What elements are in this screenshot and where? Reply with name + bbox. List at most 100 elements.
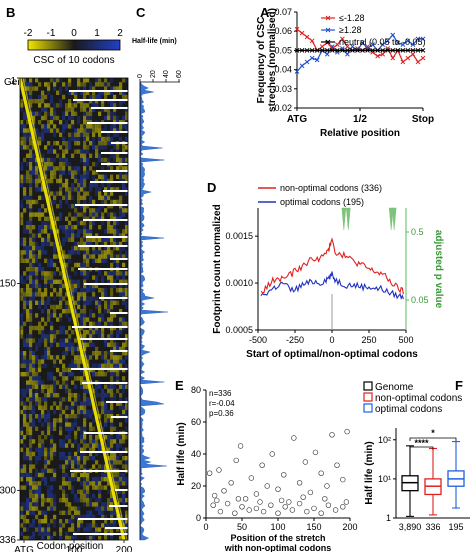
heatmap-cell xyxy=(53,443,57,448)
heatmap-cell xyxy=(29,376,33,381)
heatmap-cell xyxy=(89,225,93,230)
heatmap-cell xyxy=(50,489,54,494)
heatmap-cell xyxy=(89,321,93,326)
heatmap-cell xyxy=(110,351,114,356)
heatmap-cell xyxy=(86,111,90,116)
heatmap-cell xyxy=(23,401,27,406)
heatmap-cell xyxy=(26,246,30,251)
heatmap-cell xyxy=(47,166,51,171)
heatmap-cell xyxy=(44,397,48,402)
panel-a-legend-label: ≤-1.28 xyxy=(339,13,364,23)
panel-d-x-tick-label: 0 xyxy=(329,335,334,345)
heatmap-cell xyxy=(95,258,99,263)
heatmap-cell xyxy=(59,99,63,104)
panel-d-x-tick-label: 500 xyxy=(398,335,413,345)
heatmap-cell xyxy=(119,170,123,175)
heatmap-cell xyxy=(86,510,90,515)
heatmap-cell xyxy=(113,439,117,444)
heatmap-cell xyxy=(59,485,63,490)
heatmap-cell xyxy=(71,124,75,129)
heatmap-cell xyxy=(29,220,33,226)
panel-a-point xyxy=(314,57,320,63)
heatmap-cell xyxy=(80,187,84,192)
heatmap-cell xyxy=(110,111,114,116)
heatmap-gap xyxy=(84,283,128,285)
heatmap-cell xyxy=(77,460,81,465)
heatmap-cell xyxy=(101,250,105,255)
heatmap-cell xyxy=(101,275,105,280)
heatmap-cell xyxy=(95,183,99,188)
heatmap-cell xyxy=(35,111,39,116)
heatmap-cell xyxy=(38,321,42,326)
heatmap-cell xyxy=(62,153,66,158)
heatmap-cell xyxy=(101,141,105,146)
heatmap-cell xyxy=(65,157,69,163)
heatmap-cell xyxy=(83,426,87,431)
heatmap-cell xyxy=(59,304,63,310)
heatmap-cell xyxy=(59,178,63,184)
heatmap-cell xyxy=(62,489,66,494)
heatmap-cell xyxy=(74,216,78,221)
heatmap-cell xyxy=(95,162,99,167)
heatmap-panel: -2 -1 0 1 2 CSC of 10 codons Gene 1150300336… xyxy=(0,28,133,552)
heatmap-cell xyxy=(74,460,78,465)
heatmap-cell xyxy=(29,393,33,398)
panel-a-point xyxy=(350,48,355,53)
heatmap-cell xyxy=(104,250,108,255)
heatmap-cell xyxy=(38,174,42,179)
heatmap-cell xyxy=(125,288,129,293)
heatmap-cell xyxy=(62,493,66,499)
heatmap-cell xyxy=(122,493,126,499)
heatmap-cell xyxy=(98,254,102,259)
heatmap-cell xyxy=(83,334,87,339)
heatmap-cell xyxy=(29,283,33,289)
heatmap-cell xyxy=(122,78,126,83)
heatmap-cell xyxy=(104,485,108,490)
heatmap-cell xyxy=(110,472,114,478)
heatmap-cell xyxy=(125,145,129,150)
heatmap-cell xyxy=(32,502,36,507)
heatmap-cell xyxy=(110,99,114,104)
heatmap-cell xyxy=(32,178,36,184)
heatmap-cell xyxy=(71,279,75,284)
heatmap-cell xyxy=(116,481,120,486)
heatmap-cell xyxy=(50,330,54,335)
heatmap-cell xyxy=(107,523,111,528)
heatmap-cell xyxy=(110,447,114,452)
heatmap-cell xyxy=(53,334,57,339)
heatmap-cell xyxy=(71,229,75,234)
heatmap-cell xyxy=(32,477,36,482)
heatmap-cell xyxy=(83,195,87,200)
heatmap-gap xyxy=(83,219,128,221)
heatmap-cell xyxy=(104,409,108,415)
heatmap-cell xyxy=(86,90,90,95)
heatmap-cell xyxy=(41,527,45,532)
heatmap-cell xyxy=(29,267,33,272)
heatmap-cell xyxy=(59,384,63,389)
heatmap-cell xyxy=(65,103,69,108)
heatmap-cell xyxy=(53,477,57,482)
heatmap-cell xyxy=(29,136,33,142)
heatmap-cell xyxy=(98,363,102,368)
heatmap-cell xyxy=(77,447,81,452)
heatmap-cell xyxy=(107,409,111,415)
heatmap-cell xyxy=(29,271,33,276)
heatmap-cell xyxy=(26,120,30,125)
heatmap-cell xyxy=(74,212,78,217)
heatmap-cell xyxy=(77,250,81,255)
heatmap-cell xyxy=(71,464,75,469)
heatmap-cell xyxy=(119,128,123,133)
heatmap-cell xyxy=(77,136,81,142)
heatmap-cell xyxy=(20,506,24,511)
heatmap-cell xyxy=(50,208,54,213)
panel-e-point xyxy=(239,504,245,510)
heatmap-cell xyxy=(20,514,24,520)
heatmap-cell xyxy=(74,128,78,133)
heatmap-cell xyxy=(104,363,108,368)
heatmap-cell xyxy=(47,216,51,221)
heatmap-cell xyxy=(62,136,66,142)
colorbar-tick-label: 1 xyxy=(94,28,100,39)
heatmap-cell xyxy=(77,178,81,184)
heatmap-cell xyxy=(59,296,63,301)
heatmap-cell xyxy=(65,493,69,499)
